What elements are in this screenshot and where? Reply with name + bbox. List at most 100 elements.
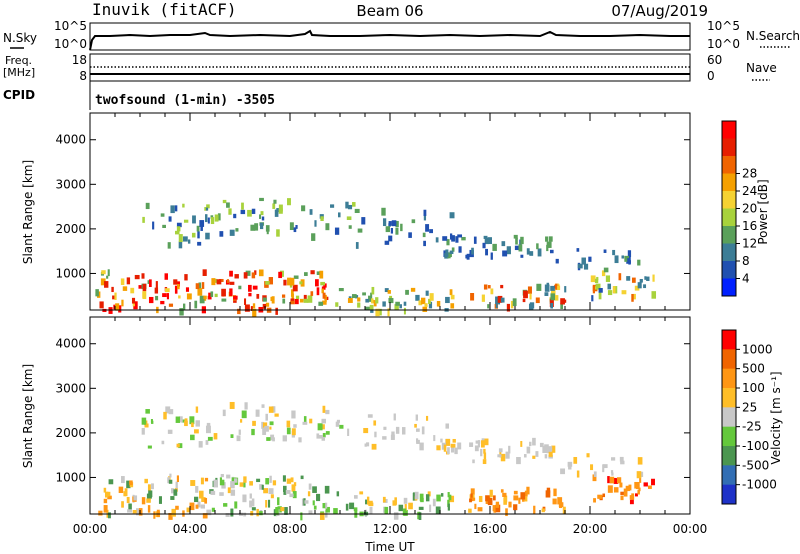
power-cell xyxy=(451,247,455,252)
station-title: Inuvik (fitACF) xyxy=(92,0,237,19)
x-tick-label: 08:00 xyxy=(273,522,308,536)
velocity-cell xyxy=(308,483,312,490)
velocity-colorbar-frame xyxy=(721,329,737,505)
velocity-cell xyxy=(562,506,566,515)
velocity-cell xyxy=(207,436,213,441)
power-cell xyxy=(637,282,642,289)
velocity-cell xyxy=(271,406,276,413)
velocity-cell xyxy=(293,482,297,487)
power-cell xyxy=(529,251,534,256)
velocity-cell xyxy=(249,493,252,499)
power-cell xyxy=(259,222,264,230)
power-cell xyxy=(268,277,274,285)
power-cell xyxy=(399,304,402,309)
velocity-colorbar-swatch xyxy=(722,446,736,466)
power-cell xyxy=(147,280,150,284)
power-cell xyxy=(484,237,490,245)
power-cell xyxy=(445,296,450,304)
power-cell xyxy=(473,236,477,244)
velocity-cell xyxy=(126,480,131,489)
velocity-cell xyxy=(567,461,573,467)
velocity-cell xyxy=(478,495,483,503)
velocity-cell xyxy=(545,490,551,498)
power-data xyxy=(95,197,657,317)
velocity-cell xyxy=(526,486,530,495)
velocity-cell xyxy=(175,481,178,489)
velocity-cell xyxy=(144,423,149,428)
velocity-cell xyxy=(493,495,496,501)
velocity-cell xyxy=(229,401,235,409)
power-cell xyxy=(410,287,416,292)
velocity-cell xyxy=(610,470,614,474)
velocity-cell xyxy=(347,428,350,436)
velocity-cell xyxy=(206,509,212,516)
power-cell xyxy=(603,249,607,253)
power-ylabel: Slant Range [km] xyxy=(21,160,35,264)
power-cell xyxy=(173,279,178,285)
power-cell xyxy=(544,292,549,296)
velocity-cell xyxy=(516,456,521,465)
power-cell xyxy=(637,259,641,266)
power-cell xyxy=(233,299,237,303)
power-cell xyxy=(614,255,619,264)
power-cell xyxy=(186,293,192,300)
power-cell xyxy=(316,271,321,275)
power-cell xyxy=(501,241,506,247)
velocity-cell xyxy=(450,443,456,448)
power-cell xyxy=(95,289,99,297)
power-cell xyxy=(293,227,297,233)
velocity-cell xyxy=(495,504,501,513)
velocity-cell xyxy=(161,440,165,445)
velocity-cell xyxy=(416,428,420,432)
power-cell xyxy=(204,207,208,211)
velocity-colorbar-swatch xyxy=(722,368,736,389)
velocity-cell xyxy=(452,438,456,443)
power-cell xyxy=(526,248,530,255)
power-cell xyxy=(233,295,238,300)
velocity-cell xyxy=(265,413,268,421)
power-cell xyxy=(381,207,386,216)
power-cell xyxy=(347,204,353,210)
velocity-cell xyxy=(171,508,176,517)
power-cell xyxy=(121,299,124,307)
power-cell xyxy=(299,281,303,285)
power-cell xyxy=(217,213,221,221)
velocity-cell xyxy=(548,451,553,457)
power-cell xyxy=(261,216,265,221)
power-cell xyxy=(390,227,394,234)
velocity-cell xyxy=(195,406,199,413)
velocity-cell xyxy=(195,485,199,493)
nave-label: Nave xyxy=(746,61,777,75)
velocity-cell xyxy=(647,485,652,489)
power-cell xyxy=(309,209,313,215)
power-cell xyxy=(591,295,594,302)
power-colorbar-swatch xyxy=(722,138,736,157)
power-cell xyxy=(199,220,205,227)
velocity-cell xyxy=(322,503,326,509)
velocity-cell xyxy=(222,479,225,486)
velocity-cell xyxy=(607,485,613,493)
power-cell xyxy=(529,293,532,300)
power-cell xyxy=(226,202,230,208)
velocity-cell xyxy=(227,487,231,494)
velocity-cell xyxy=(286,427,291,435)
power-cell xyxy=(415,294,420,301)
power-cell xyxy=(148,296,154,304)
velocity-cell xyxy=(576,470,580,478)
power-cell xyxy=(607,283,612,290)
power-cell xyxy=(375,308,380,317)
power-cell xyxy=(291,293,294,301)
velocity-cell xyxy=(440,493,444,497)
power-cell xyxy=(320,216,324,222)
power-cell xyxy=(423,240,426,247)
power-cell xyxy=(174,285,178,294)
power-cell xyxy=(466,253,470,260)
velocity-cell xyxy=(639,475,642,483)
velocity-cell xyxy=(291,428,296,436)
power-cell xyxy=(251,208,256,214)
power-cell xyxy=(214,278,218,283)
velocity-cell xyxy=(597,494,603,499)
power-cell xyxy=(174,205,178,212)
power-cell xyxy=(303,298,309,303)
power-cell xyxy=(304,272,308,276)
